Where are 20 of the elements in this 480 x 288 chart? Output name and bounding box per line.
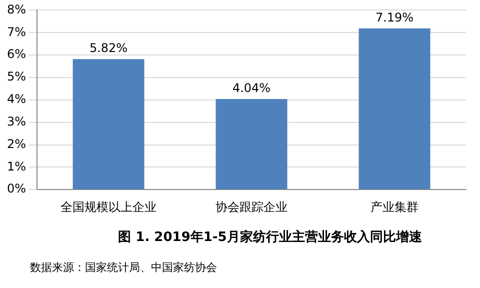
bar (358, 28, 430, 190)
y-tick-label: 5% (6, 70, 26, 84)
y-tick-label: 4% (6, 92, 26, 106)
x-tick-label: 产业集群 (370, 200, 419, 214)
x-tick-label: 全国规模以上企业 (60, 200, 157, 214)
y-tick-label: 2% (6, 136, 26, 151)
y-tick-label: 8% (6, 2, 26, 16)
data-label: 4.04% (232, 81, 271, 96)
data-label: 5.82% (89, 41, 128, 56)
data-label: 7.19% (375, 10, 414, 24)
y-tick-label: 0% (6, 182, 26, 196)
bar (72, 59, 144, 190)
y-tick-label: 6% (6, 47, 26, 62)
text: 图 1. 2019年1-5月家纺行业主营业务收入同比增速 (117, 228, 423, 246)
y-tick-label: 1% (6, 159, 26, 174)
y-tick-label: 3% (6, 114, 26, 128)
source-note: 数据来源：国家统计局、中国家纺协会 (29, 260, 218, 275)
y-tick-label: 7% (6, 24, 26, 39)
bar (216, 99, 288, 190)
x-tick-label: 协会跟踪企业 (216, 200, 288, 214)
